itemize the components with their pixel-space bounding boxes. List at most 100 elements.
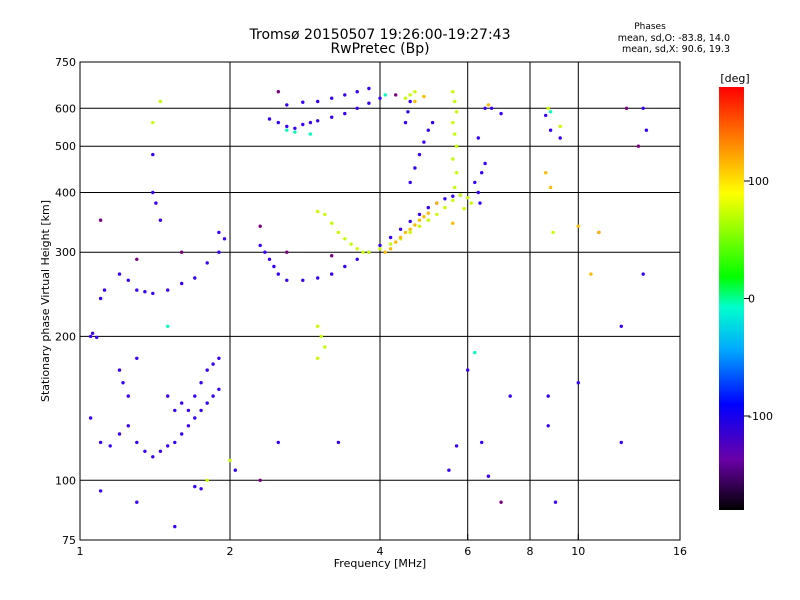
data-point <box>453 99 457 104</box>
data-point <box>308 120 313 125</box>
data-point <box>135 440 139 445</box>
data-point <box>408 230 412 235</box>
data-point <box>508 394 512 398</box>
data-point <box>398 227 403 231</box>
data-point <box>408 99 412 104</box>
data-point <box>193 394 197 398</box>
data-point <box>469 201 473 205</box>
grid-lines <box>80 62 680 540</box>
stats-heading: Phases <box>634 22 666 32</box>
data-point <box>426 218 430 222</box>
data-point <box>451 221 455 225</box>
data-point <box>285 103 289 107</box>
data-point <box>343 237 347 241</box>
data-point <box>276 90 280 94</box>
data-point <box>228 458 232 463</box>
data-point <box>486 103 491 107</box>
data-point <box>117 368 122 372</box>
data-point <box>576 381 580 385</box>
data-point <box>641 272 645 276</box>
data-point <box>158 449 163 453</box>
data-point <box>330 254 334 258</box>
data-point <box>388 247 393 251</box>
data-point <box>102 288 107 292</box>
data-point <box>151 190 155 195</box>
data-point <box>293 130 297 134</box>
data-point <box>413 99 417 104</box>
data-point <box>180 281 184 286</box>
data-point <box>644 128 649 132</box>
data-point <box>316 356 320 360</box>
data-point <box>355 257 359 261</box>
x-axis-label: Frequency [MHz] <box>334 557 426 570</box>
data-point <box>417 218 422 222</box>
data-point <box>108 444 112 448</box>
data-point <box>316 324 320 328</box>
stats-x-mode: mean, sd,X: 90.6, 19.3 <box>621 44 730 55</box>
data-point <box>193 416 197 420</box>
data-point <box>548 185 553 190</box>
colorbar <box>719 87 744 510</box>
y-tick-label: 200 <box>55 330 76 343</box>
data-point <box>301 278 305 282</box>
data-point <box>558 124 562 129</box>
data-point <box>426 211 430 215</box>
data-point <box>394 240 398 244</box>
data-point <box>199 381 203 385</box>
data-point <box>551 230 555 235</box>
x-tick-label: 8 <box>527 545 534 558</box>
data-point <box>589 272 593 276</box>
data-point <box>430 120 435 125</box>
data-point <box>343 93 347 97</box>
data-point <box>285 250 289 254</box>
data-point <box>480 440 484 445</box>
data-point <box>180 250 184 254</box>
data-point <box>422 140 426 144</box>
data-point <box>453 185 457 190</box>
data-point <box>316 119 320 123</box>
data-point <box>619 440 623 445</box>
data-point <box>258 224 262 228</box>
data-point <box>217 387 221 391</box>
data-point <box>454 144 459 148</box>
data-point <box>166 288 170 292</box>
y-axis-label: Stationary phase Virtual Height [km] <box>39 200 52 402</box>
data-point <box>199 487 203 491</box>
y-tick-label: 400 <box>55 187 76 200</box>
data-point <box>293 126 297 130</box>
data-point <box>180 401 184 405</box>
data-point <box>367 86 371 91</box>
data-point <box>217 250 221 254</box>
data-point <box>186 424 191 428</box>
data-point <box>151 291 155 296</box>
data-point <box>205 261 209 265</box>
data-point <box>454 444 459 448</box>
data-point <box>263 250 267 254</box>
data-point <box>276 120 280 125</box>
data-point <box>480 171 484 175</box>
data-point <box>435 212 439 217</box>
data-point <box>319 334 323 339</box>
data-point <box>211 362 215 366</box>
data-point <box>451 194 455 198</box>
colorbar-tick-label: 0 <box>748 293 755 306</box>
data-point <box>258 478 262 482</box>
data-point <box>406 110 410 114</box>
data-point <box>546 424 550 428</box>
data-point <box>301 122 305 127</box>
stats-o-mode: mean, sd,O: -83.8, 14.0 <box>617 33 730 44</box>
data-point <box>205 368 209 372</box>
data-point <box>158 99 163 104</box>
data-point <box>336 440 341 445</box>
data-point <box>211 394 215 398</box>
data-point <box>316 99 320 104</box>
x-tick-label: 1 <box>77 545 84 558</box>
data-point <box>403 96 408 100</box>
data-point <box>426 205 430 210</box>
data-point <box>355 106 359 111</box>
data-point <box>451 120 455 125</box>
data-point <box>88 334 93 339</box>
data-point <box>548 110 553 114</box>
data-point <box>222 237 227 241</box>
